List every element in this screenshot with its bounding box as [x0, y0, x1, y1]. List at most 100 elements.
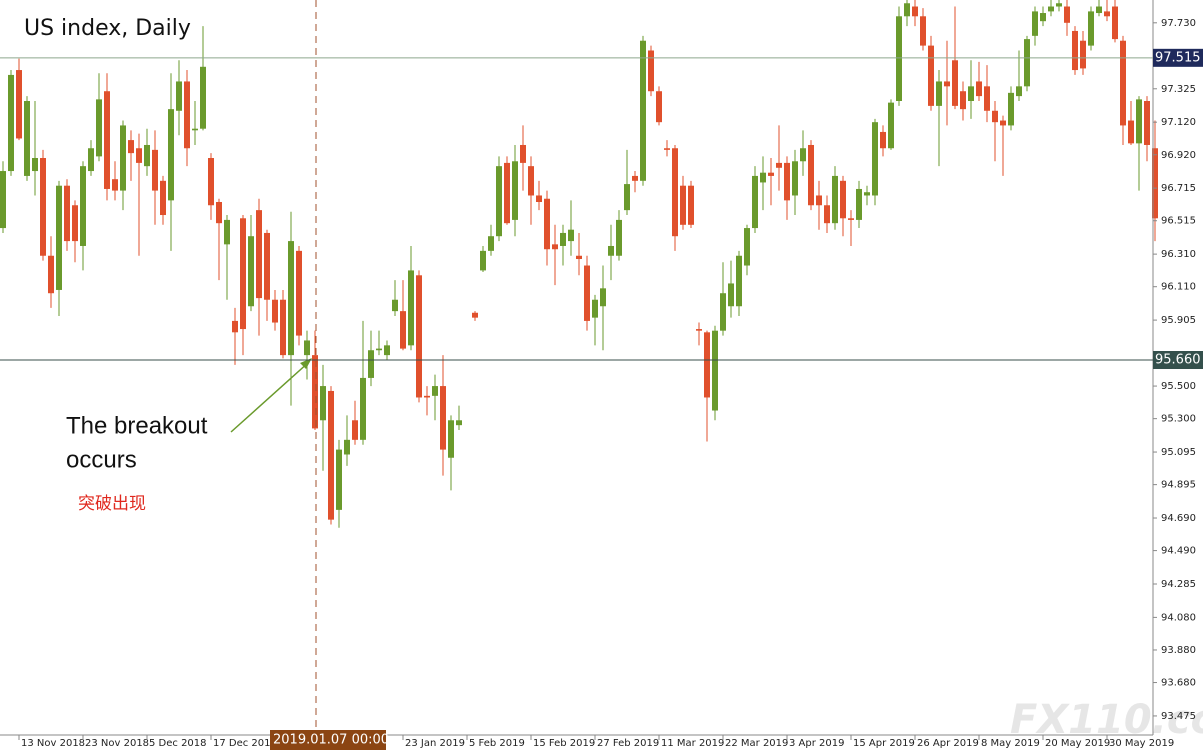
y-tick-label: 97.325 [1161, 84, 1196, 95]
candle-body [56, 185, 62, 290]
candle-body [1152, 148, 1158, 219]
candle-body [16, 70, 22, 139]
x-tick-label: 3 Apr 2019 [789, 738, 844, 749]
candle-body [1000, 120, 1006, 126]
candle-body [0, 171, 6, 229]
candle-body [864, 192, 870, 196]
candle-body [288, 241, 294, 356]
x-tick-label: 11 Mar 2019 [661, 738, 724, 749]
y-tick-label: 94.080 [1161, 612, 1196, 623]
candle-body [592, 299, 598, 318]
candle-body [160, 180, 166, 216]
candle-body [952, 60, 958, 106]
candle-body [48, 255, 54, 294]
candle-body [80, 166, 86, 246]
candle-body [304, 340, 310, 356]
crosshair-label-bg [270, 730, 386, 750]
candle-body [720, 293, 726, 331]
candle-body [672, 148, 678, 237]
y-tick-label: 96.110 [1161, 282, 1196, 293]
candle-body [1056, 3, 1062, 7]
candle-body [344, 439, 350, 455]
candle-body [312, 355, 318, 429]
candle-body [528, 166, 534, 196]
candle-body [992, 110, 998, 123]
candle-body [256, 210, 262, 299]
candle-body [248, 236, 254, 307]
y-tick-label: 93.475 [1161, 711, 1196, 722]
candle-body [224, 219, 230, 245]
candle-body [40, 158, 46, 256]
candle-body [272, 299, 278, 323]
candle-body [280, 299, 286, 356]
candle-body [296, 250, 302, 336]
candle-body [520, 144, 526, 163]
candle-body [480, 250, 486, 271]
candle-body [800, 148, 806, 162]
candle-body [1072, 30, 1078, 71]
candle-body [552, 244, 558, 250]
candle-body [944, 81, 950, 87]
x-tick-label: 23 Nov 2018 [85, 738, 149, 749]
candle-body [688, 185, 694, 225]
candle-body [208, 158, 214, 206]
candle-body [184, 81, 190, 149]
candle-body [408, 270, 414, 346]
x-tick-label: 20 May 2019 [1045, 738, 1110, 749]
candle-body [1088, 11, 1094, 46]
candle-body [512, 161, 518, 220]
candle-body [968, 86, 974, 101]
candle-body [816, 195, 822, 206]
y-tick-label: 93.680 [1161, 678, 1196, 689]
x-tick-label: 27 Feb 2019 [597, 738, 659, 749]
candle-body [744, 228, 750, 266]
arrow-head [300, 358, 312, 369]
candle-body [88, 148, 94, 172]
candle-body [392, 299, 398, 312]
candle-body [1104, 11, 1110, 17]
candle-body [368, 350, 374, 378]
y-tick-label: 95.500 [1161, 381, 1196, 392]
candle-body [432, 386, 438, 396]
candle-body [856, 188, 862, 220]
candle-body [768, 172, 774, 176]
candle-body [456, 420, 462, 426]
y-tick-label: 97.120 [1161, 117, 1196, 128]
y-tick-label: 95.905 [1161, 315, 1196, 326]
candle-body [976, 81, 982, 97]
y-tick-label: 97.730 [1161, 18, 1196, 29]
candle-body [168, 109, 174, 201]
arrow [230, 361, 310, 433]
candle-body [360, 377, 366, 440]
annotation: occurs [66, 446, 137, 473]
annotation: The breakout [66, 412, 208, 439]
candle-body [616, 219, 622, 256]
candle-body [424, 395, 430, 398]
candle-body [320, 386, 326, 421]
y-tick-label: 96.515 [1161, 216, 1196, 227]
candle-body [232, 320, 238, 333]
candle-body [736, 255, 742, 307]
price-label: 95.660 [1155, 353, 1201, 368]
candle-body [1144, 100, 1150, 145]
price-label-bg [1153, 48, 1203, 67]
candle-body [448, 420, 454, 458]
candle-body [1128, 120, 1134, 144]
candle-body [880, 131, 886, 149]
candle-body [416, 275, 422, 398]
y-tick-label: 94.690 [1161, 513, 1196, 524]
crosshair-label: 2019.01.07 00:00 [273, 733, 389, 748]
x-tick-label: 15 Apr 2019 [853, 738, 915, 749]
x-tick-label: 26 Apr 2019 [917, 738, 979, 749]
candle-body [240, 218, 246, 330]
candle-body [680, 185, 686, 225]
candle-body [600, 288, 606, 307]
candle-body [808, 144, 814, 206]
candle-body [912, 6, 918, 17]
candle-body [96, 99, 102, 157]
candle-body [200, 66, 206, 129]
candle-body [624, 184, 630, 211]
candle-body [136, 148, 142, 163]
x-tick-label: 13 Nov 2018 [21, 738, 85, 749]
candle-body [400, 311, 406, 349]
